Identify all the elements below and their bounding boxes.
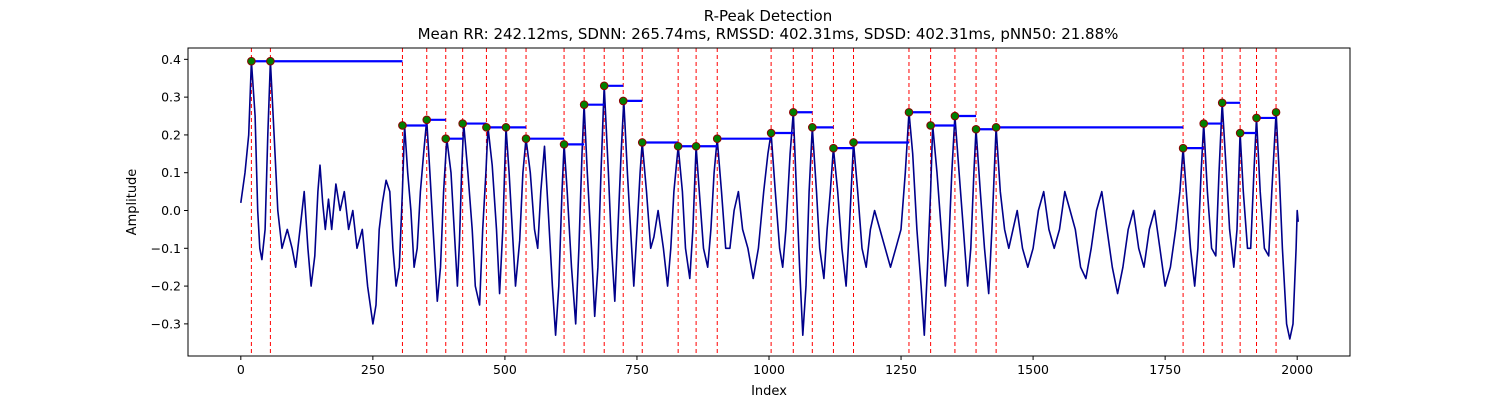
peak-marker-9 [559,140,569,149]
peak-marker-15 [691,141,701,151]
peak-marker-28 [1199,119,1208,128]
y-tick-label-0: 0.0 [161,203,181,218]
peak-marker-0 [247,56,256,66]
peak-marker-23 [926,121,935,130]
y-tick-label-0.1: 0.1 [161,165,181,180]
peak-marker-17 [766,128,776,138]
x-tick-label-1500: 1500 [1017,362,1049,377]
chart-title: R-Peak Detection [704,7,832,25]
peak-marker-31 [1252,113,1261,123]
y-tick-label-0.2: 0.2 [161,127,181,142]
x-tick-label-250: 250 [361,362,385,377]
peak-marker-10 [579,100,589,109]
peak-marker-22 [904,107,914,117]
x-tick-label-1250: 1250 [885,362,917,377]
peak-marker-8 [521,134,531,143]
x-tick-label-1000: 1000 [753,362,785,377]
peak-marker-20 [829,143,838,153]
peak-marker-2 [398,121,407,130]
peak-marker-29 [1217,98,1227,108]
peak-marker-7 [501,123,511,132]
x-tick-label-2000: 2000 [1281,362,1313,377]
plot-frame [187,47,1351,357]
y-tick-label-0.4: 0.4 [161,52,181,67]
signal-layer [240,60,1299,340]
peak-marker-24 [950,111,960,121]
peak-marker-16 [712,134,722,143]
peak-marker-6 [482,123,491,132]
x-axis-ticks: 0 250 500 750 1000 1250 1500 1750 2000 [237,356,1313,377]
y-tick-label-0.3: 0.3 [161,90,181,105]
peak-markers [247,56,1281,153]
peak-marker-12 [618,96,628,106]
x-tick-label-500: 500 [493,362,517,377]
peak-marker-14 [673,141,683,151]
peak-marker-19 [808,123,817,132]
peak-marker-18 [788,107,798,117]
y-tick-label--0.3: −0.3 [151,316,181,331]
x-tick-label-0: 0 [237,362,245,377]
x-axis-label: Index [751,384,787,399]
chart-subtitle: Mean RR: 242.12ms, SDNN: 265.74ms, RMSSD… [418,25,1119,43]
peak-marker-32 [1271,107,1281,117]
peak-marker-13 [637,138,647,147]
x-tick-label-750: 750 [625,362,649,377]
peak-marker-25 [971,124,981,134]
peak-marker-5 [458,119,467,128]
y-tick-label--0.1: −0.1 [151,241,181,256]
signal-line [240,60,1299,340]
peak-marker-11 [599,81,609,91]
peak-vertical-lines [250,48,1277,356]
y-axis-ticks: −0.3 −0.2 −0.1 0.0 0.1 0.2 0.3 0.4 [151,52,188,331]
y-axis-label: Amplitude [125,169,140,236]
peak-marker-1 [266,56,275,66]
peak-marker-26 [991,123,1001,132]
peak-marker-27 [1178,143,1188,153]
x-tick-label-1750: 1750 [1149,362,1181,377]
peak-marker-3 [422,115,432,125]
y-tick-label--0.2: −0.2 [151,279,181,294]
peak-marker-30 [1235,128,1245,138]
peak-marker-4 [441,134,451,143]
peak-marker-21 [849,138,858,147]
